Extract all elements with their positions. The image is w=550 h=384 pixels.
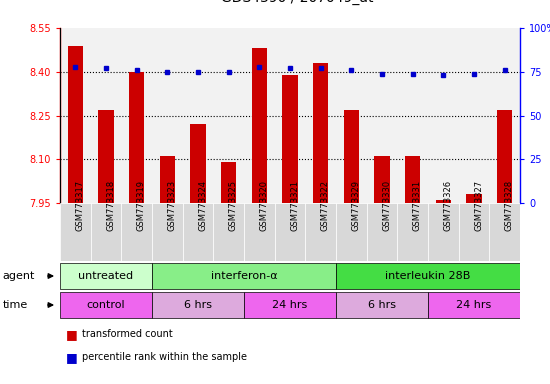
FancyBboxPatch shape: [91, 203, 122, 261]
Bar: [221, 162, 236, 203]
Text: GSM773326: GSM773326: [443, 180, 452, 232]
FancyBboxPatch shape: [152, 203, 183, 261]
FancyBboxPatch shape: [213, 203, 244, 261]
FancyBboxPatch shape: [244, 203, 274, 261]
FancyBboxPatch shape: [459, 203, 490, 261]
FancyBboxPatch shape: [60, 291, 152, 318]
FancyBboxPatch shape: [336, 263, 520, 290]
FancyBboxPatch shape: [152, 263, 336, 290]
Bar: [436, 200, 451, 203]
Text: GSM773320: GSM773320: [260, 180, 268, 232]
Text: interferon-α: interferon-α: [211, 271, 277, 281]
Text: GSM773321: GSM773321: [290, 180, 299, 232]
Text: 6 hrs: 6 hrs: [184, 300, 212, 310]
Text: GSM773323: GSM773323: [167, 180, 177, 232]
FancyBboxPatch shape: [244, 291, 336, 318]
FancyBboxPatch shape: [336, 203, 367, 261]
Bar: [344, 110, 359, 203]
Text: GSM773330: GSM773330: [382, 180, 391, 232]
FancyBboxPatch shape: [490, 203, 520, 261]
Bar: [252, 48, 267, 203]
FancyBboxPatch shape: [183, 203, 213, 261]
FancyBboxPatch shape: [305, 203, 336, 261]
Text: interleukin 28B: interleukin 28B: [386, 271, 471, 281]
FancyBboxPatch shape: [60, 203, 91, 261]
FancyBboxPatch shape: [274, 203, 305, 261]
Text: 6 hrs: 6 hrs: [368, 300, 396, 310]
Text: transformed count: transformed count: [82, 329, 173, 339]
Bar: [405, 156, 420, 203]
Text: 24 hrs: 24 hrs: [456, 300, 492, 310]
Bar: [129, 72, 144, 203]
Text: GSM773331: GSM773331: [412, 180, 422, 232]
Text: GSM773324: GSM773324: [198, 180, 207, 232]
FancyBboxPatch shape: [397, 203, 428, 261]
Text: GSM773319: GSM773319: [136, 180, 146, 232]
Text: GSM773329: GSM773329: [351, 180, 360, 232]
FancyBboxPatch shape: [152, 291, 244, 318]
Bar: [375, 156, 389, 203]
Bar: [160, 156, 175, 203]
Text: time: time: [3, 300, 28, 310]
Text: GDS4390 / 207049_at: GDS4390 / 207049_at: [221, 0, 373, 5]
Text: ■: ■: [65, 328, 77, 341]
Text: GSM773322: GSM773322: [321, 180, 329, 232]
Bar: [466, 194, 482, 203]
FancyBboxPatch shape: [367, 203, 397, 261]
Text: GSM773327: GSM773327: [474, 180, 483, 232]
FancyBboxPatch shape: [122, 203, 152, 261]
Bar: [68, 45, 83, 203]
FancyBboxPatch shape: [336, 291, 428, 318]
Text: untreated: untreated: [79, 271, 134, 281]
FancyBboxPatch shape: [428, 203, 459, 261]
Text: control: control: [87, 300, 125, 310]
Text: GSM773325: GSM773325: [229, 180, 238, 232]
Text: GSM773328: GSM773328: [505, 180, 514, 232]
FancyBboxPatch shape: [60, 263, 152, 290]
Text: 24 hrs: 24 hrs: [272, 300, 307, 310]
FancyBboxPatch shape: [428, 291, 520, 318]
Bar: [190, 124, 206, 203]
Bar: [98, 110, 114, 203]
Bar: [497, 110, 513, 203]
Text: GSM773318: GSM773318: [106, 180, 115, 232]
Bar: [282, 74, 298, 203]
Text: GSM773317: GSM773317: [75, 180, 84, 232]
Bar: [313, 63, 328, 203]
Text: agent: agent: [3, 271, 35, 281]
Text: ■: ■: [65, 351, 77, 364]
Text: percentile rank within the sample: percentile rank within the sample: [82, 353, 247, 362]
